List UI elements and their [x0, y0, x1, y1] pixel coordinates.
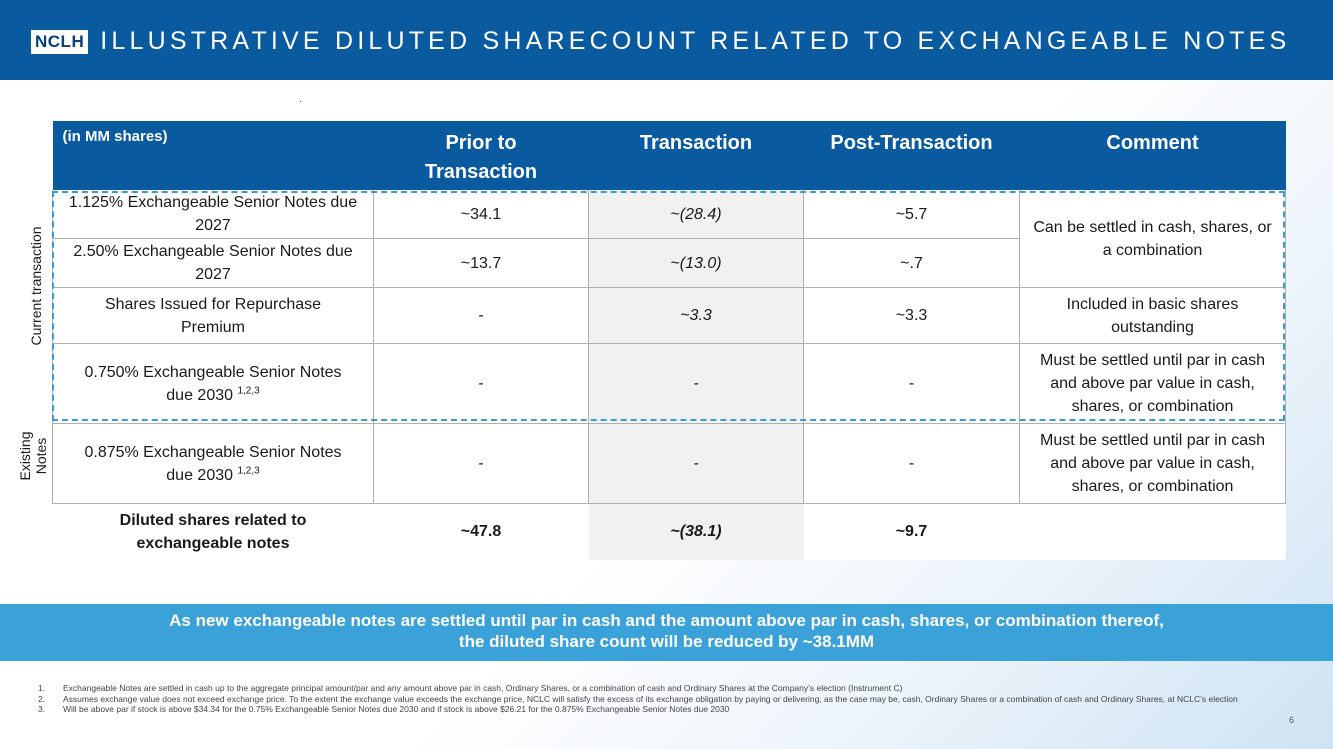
comment-value: Included in basic shares outstanding: [1019, 287, 1286, 344]
post-header: Post-Transaction: [803, 121, 1020, 190]
footnote-text: Assumes exchange value does not exceed e…: [63, 693, 1238, 704]
prior-header-label: Prior to Transaction: [424, 132, 538, 183]
comment-text: Must be settled until par in cash and ab…: [1039, 432, 1265, 495]
transaction-value: ~(13.0): [588, 238, 804, 288]
post-value: ~5.7: [803, 190, 1020, 239]
transaction-value: -: [588, 423, 804, 504]
row-name-text: Shares Issued for Repurchase Premium: [104, 295, 322, 336]
prior-value: -: [373, 287, 589, 344]
row-name: 2.50% Exchangeable Senior Notes due 2027: [52, 238, 374, 288]
summary-banner: As new exchangeable notes are settled un…: [0, 604, 1333, 661]
post-value: ~3.3: [803, 287, 1020, 344]
footnote-text: Exchangeable Notes are settled in cash u…: [63, 683, 903, 693]
row-name: 1.125% Exchangeable Senior Notes due 202…: [52, 190, 374, 239]
table-row: 1.125% Exchangeable Senior Notes due 202…: [52, 190, 1286, 288]
header-bar: NCLH ILLUSTRATIVE DILUTED SHARECOUNT REL…: [0, 0, 1333, 80]
total-row: Diluted shares related to exchangeable n…: [52, 503, 1286, 560]
row-name: 0.875% Exchangeable Senior Notes due 203…: [52, 423, 374, 504]
footnote-ref: 1,2,3: [237, 385, 260, 397]
row-name: Shares Issued for Repurchase Premium: [52, 287, 374, 344]
merged-comment-text: Can be settled in cash, shares, or a com…: [1033, 218, 1272, 259]
row-name-text: 0.875% Exchangeable Senior Notes due 203…: [84, 443, 342, 484]
prior-value: ~13.7: [373, 238, 589, 288]
comment-text: Must be settled until par in cash and ab…: [1039, 352, 1265, 415]
row-name: 0.750% Exchangeable Senior Notes due 203…: [52, 343, 374, 424]
row-name-text: 0.750% Exchangeable Senior Notes due 203…: [84, 363, 342, 404]
footnote: 2. Assumes exchange value does not exceed…: [38, 694, 1278, 705]
prior-value: -: [373, 343, 589, 424]
banner-line2: the diluted share count will be reduced …: [458, 632, 875, 651]
table-header-row: (in MM shares) Prior to Transaction Tran…: [52, 121, 1286, 190]
footnotes: 1. Exchangeable Notes are settled in cash…: [38, 683, 1278, 715]
prior-header: Prior to Transaction: [373, 121, 589, 190]
post-value: -: [803, 423, 1020, 504]
table-row: 2.50% Exchangeable Senior Notes due 2027…: [52, 238, 1286, 288]
footnote-text: Will be above par if stock is above $34.…: [63, 704, 730, 714]
table-row: 0.875% Exchangeable Senior Notes due 203…: [52, 423, 1286, 504]
current-transaction-label: Current transaction: [28, 226, 44, 346]
footnote-number: 1.: [38, 683, 46, 693]
stray-dot: [300, 101, 301, 102]
footnote: 3. Will be above par if stock is above $3…: [38, 704, 1278, 715]
comment-header: Comment: [1019, 121, 1286, 190]
comment-value: Must be settled until par in cash and ab…: [1019, 343, 1286, 424]
comment-value: Must be settled until par in cash and ab…: [1019, 423, 1286, 504]
total-label: Diluted shares related to exchangeable n…: [52, 503, 374, 560]
total-label-text: Diluted shares related to exchangeable n…: [119, 511, 307, 552]
units-header: (in MM shares): [52, 121, 374, 190]
merged-comment: Can be settled in cash, shares, or a com…: [1019, 190, 1286, 288]
share-count-table: (in MM shares) Prior to Transaction Tran…: [52, 121, 1286, 560]
prior-value: ~34.1: [373, 190, 589, 239]
total-prior: ~47.8: [373, 503, 589, 560]
post-value: -: [803, 343, 1020, 424]
footnote: 1. Exchangeable Notes are settled in cash…: [38, 683, 1278, 694]
existing-notes-label: Existing Notes: [17, 426, 49, 486]
transaction-value: ~(28.4): [588, 190, 804, 239]
existing-notes-label-line1: Existing: [17, 431, 33, 481]
footnote-number: 2.: [38, 693, 46, 704]
prior-value: -: [373, 423, 589, 504]
table-row: Shares Issued for Repurchase Premium - ~…: [52, 287, 1286, 344]
page-number: 6: [1289, 715, 1295, 725]
transaction-value: -: [588, 343, 804, 424]
existing-notes-label-line2: Notes: [33, 437, 49, 475]
total-post: ~9.7: [803, 503, 1020, 560]
company-logo: NCLH: [31, 30, 89, 54]
total-comment: [1019, 503, 1286, 560]
transaction-header: Transaction: [588, 121, 804, 190]
table-row: 0.750% Exchangeable Senior Notes due 203…: [52, 343, 1286, 424]
page-title: ILLUSTRATIVE DILUTED SHARECOUNT RELATED …: [100, 27, 1291, 55]
footnote-ref: 1,2,3: [237, 465, 260, 477]
post-value: ~.7: [803, 238, 1020, 288]
comment-text: Included in basic shares outstanding: [1066, 295, 1239, 336]
banner-line1: As new exchangeable notes are settled un…: [169, 611, 1164, 630]
footnote-number: 3.: [38, 704, 46, 714]
total-transaction: ~(38.1): [588, 503, 804, 560]
transaction-value: ~3.3: [588, 287, 804, 344]
